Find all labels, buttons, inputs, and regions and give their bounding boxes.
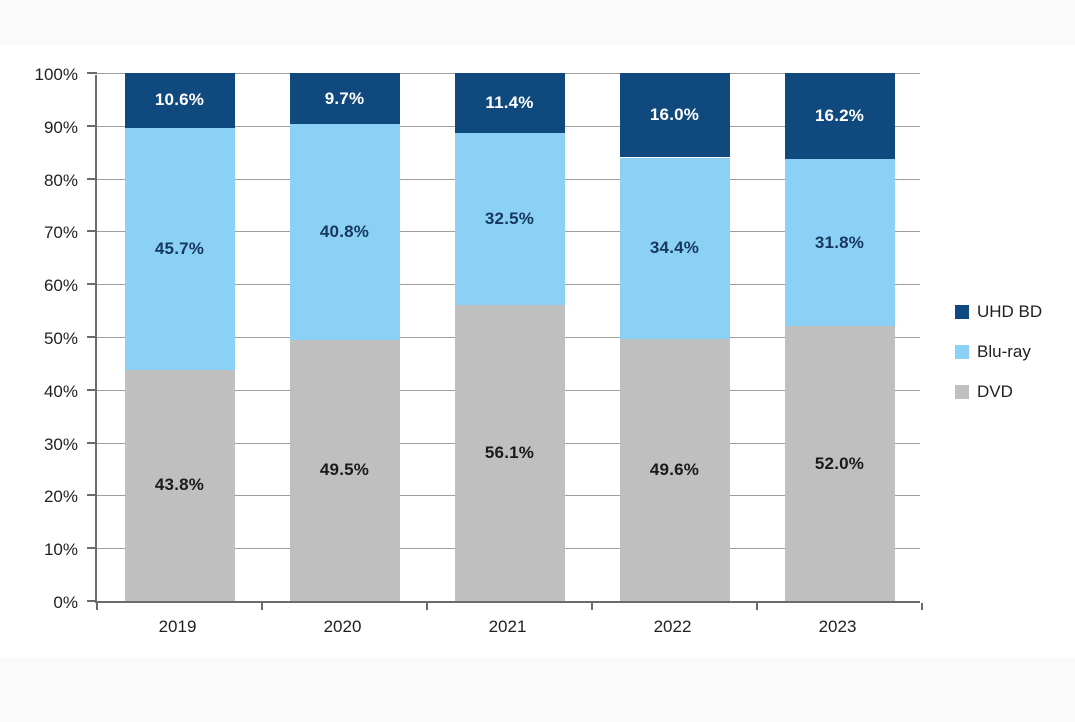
legend-swatch [955, 345, 969, 359]
bar-segment-dvd: 49.5% [289, 339, 400, 601]
legend-swatch [955, 305, 969, 319]
legend-label: DVD [977, 382, 1013, 401]
data-label: 45.7% [154, 239, 205, 259]
bar-segment-uhd-bd: 11.4% [454, 73, 565, 134]
legend: UHD BD Blu-ray DVD [955, 292, 1042, 412]
y-axis-label: 80% [43, 170, 78, 190]
y-tick [87, 72, 97, 74]
data-label: 32.5% [484, 209, 535, 228]
bar-segment-uhd-bd: 9.7% [289, 73, 400, 125]
legend-item-uhd-bd: UHD BD [955, 292, 1042, 332]
legend-label: UHD BD [977, 302, 1043, 321]
x-axis-label: 2020 [323, 617, 362, 636]
y-tick [87, 336, 97, 338]
y-axis-label: 0% [53, 593, 78, 612]
y-tick [87, 177, 97, 180]
data-label: 40.8% [319, 221, 370, 241]
bar-segment-blu-ray: 34.4% [619, 157, 730, 340]
x-axis-label: 2019 [158, 617, 197, 636]
y-axis-label: 10% [43, 540, 78, 560]
bar-segment-uhd-bd: 10.6% [124, 72, 235, 129]
data-label: 34.4% [649, 238, 700, 258]
x-axis-label: 2023 [818, 617, 857, 636]
y-tick [87, 283, 97, 286]
data-label: 49.5% [319, 460, 370, 480]
y-tick [87, 494, 97, 497]
data-label: 43.8% [154, 475, 205, 495]
plot-area: 43.8% 45.7% 10.6% 49.5% 40.8% 9.7% 56.1% 32.5% 1… [87, 72, 923, 610]
data-label: 31.8% [814, 232, 865, 252]
x-tick [261, 603, 263, 610]
bar-segment-dvd: 49.6% [619, 339, 730, 601]
y-axis-label: 40% [43, 381, 78, 401]
y-tick [87, 230, 97, 233]
data-label: 9.7% [324, 88, 365, 108]
bar-segment-uhd-bd: 16.2% [784, 73, 895, 159]
data-label: 49.6% [649, 460, 700, 480]
legend-item-blu-ray: Blu-ray [955, 332, 1042, 372]
data-label: 16.2% [814, 105, 865, 125]
y-tick [87, 547, 97, 550]
bar-segment-blu-ray: 45.7% [124, 128, 235, 370]
bar-segment-uhd-bd: 16.0% [619, 73, 730, 158]
data-label: 52.0% [814, 453, 865, 473]
y-axis-label: 50% [43, 329, 78, 348]
bar-segment-blu-ray: 31.8% [784, 158, 895, 327]
x-axis-label: 2022 [653, 617, 692, 636]
y-tick [87, 388, 97, 391]
y-axis-label: 30% [43, 434, 78, 454]
x-tick [591, 603, 593, 610]
y-axis-label: 90% [43, 117, 78, 137]
y-tick [87, 441, 97, 444]
legend-item-dvd: DVD [955, 372, 1042, 412]
x-tick [96, 603, 98, 610]
bar-segment-dvd: 56.1% [454, 304, 565, 601]
x-axis-labels: 2019 2020 2021 2022 2023 [95, 617, 920, 643]
x-tick [426, 603, 428, 610]
data-label: 10.6% [154, 90, 205, 110]
bar-segment-dvd: 52.0% [784, 326, 895, 601]
y-axis-label: 60% [43, 276, 78, 296]
bar-segment-blu-ray: 32.5% [454, 133, 565, 305]
y-tick [87, 600, 97, 602]
data-label: 56.1% [484, 442, 535, 462]
bar-segment-dvd: 43.8% [124, 369, 235, 601]
x-axis-label: 2021 [488, 617, 527, 636]
bar-segment-blu-ray: 40.8% [289, 124, 400, 340]
data-label: 11.4% [485, 93, 534, 113]
legend-label: Blu-ray [977, 342, 1031, 361]
y-axis-label: 70% [43, 223, 78, 243]
x-tick [921, 603, 923, 610]
chart-canvas: 43.8% 45.7% 10.6% 49.5% 40.8% 9.7% 56.1% 32.5% 1… [0, 45, 1075, 657]
y-axis-label: 100% [34, 65, 78, 84]
x-tick [756, 603, 758, 610]
data-label: 16.0% [649, 105, 700, 125]
y-axis-label: 20% [43, 487, 78, 507]
y-tick [87, 124, 97, 127]
legend-swatch [955, 385, 969, 399]
y-axis-labels: 0% 10% 20% 30% 40% 50% 60% 70% 80% 90% 100% [0, 65, 78, 612]
